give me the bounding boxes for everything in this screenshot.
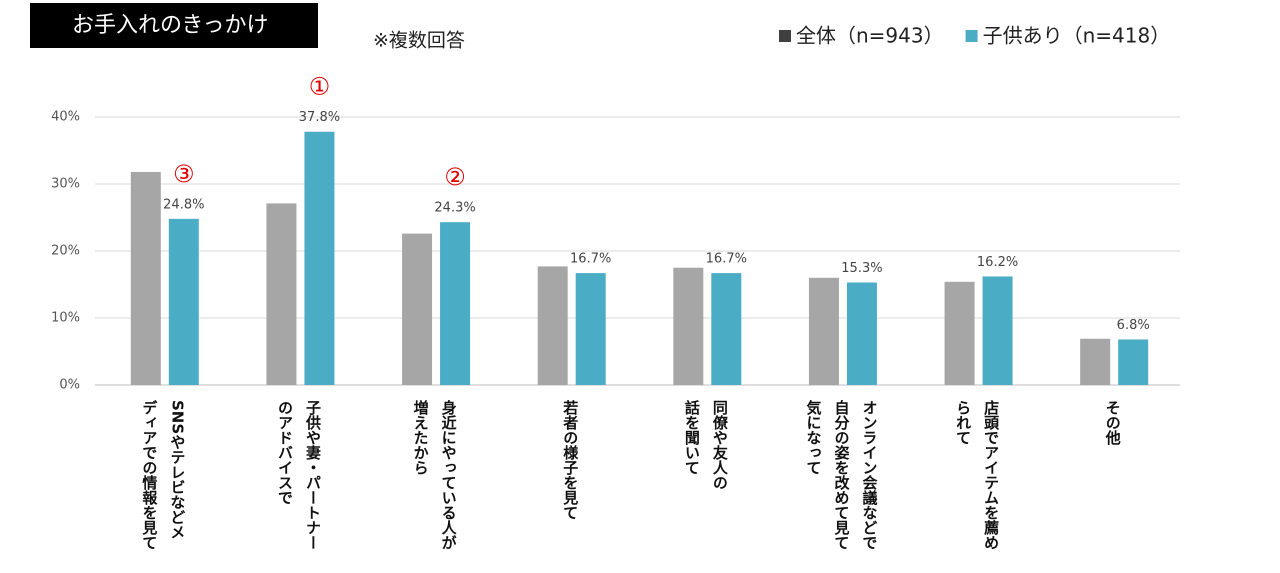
bar — [1118, 339, 1149, 385]
x-tick-label: 増えたから — [412, 399, 430, 475]
x-tick-label: 店頭でアイテムを薦め — [982, 399, 1000, 550]
bar — [982, 276, 1013, 385]
x-tick-label: 若者の様子を見て — [561, 399, 579, 520]
value-label: 37.8% — [299, 110, 340, 125]
bar — [1080, 338, 1111, 385]
y-tick-label: 10% — [51, 311, 80, 326]
bar — [944, 281, 975, 385]
x-tick-label: 身近にやっている人が — [440, 399, 458, 550]
title-box — [30, 3, 318, 48]
bar — [130, 171, 161, 385]
rank-annotation: ③ — [173, 160, 195, 188]
value-label: 24.3% — [434, 201, 475, 216]
value-label: 16.7% — [706, 252, 747, 267]
bar — [846, 282, 877, 385]
x-tick-label: ディアでの情報を見て — [140, 399, 158, 550]
legend-label: 子供あり（n=418） — [983, 24, 1171, 48]
x-tick-label: 気になって — [804, 399, 822, 475]
rank-annotation: ① — [309, 73, 331, 101]
x-tick-label: 話を聞いて — [683, 399, 701, 475]
bar — [537, 266, 568, 385]
y-tick-label: 30% — [51, 177, 80, 192]
bar — [266, 203, 297, 385]
bar — [808, 277, 839, 385]
x-tick-label: 自分の姿を改めて見て — [832, 399, 850, 550]
bar — [673, 267, 704, 385]
x-tick-label: オンライン会議などで — [860, 400, 878, 550]
value-label: 16.7% — [570, 252, 611, 267]
y-tick-label: 0% — [59, 378, 80, 393]
legend-label: 全体（n=943） — [796, 24, 944, 48]
x-tick-label: SNSやテレビなどメ — [168, 400, 186, 539]
rank-annotation: ② — [444, 163, 466, 191]
value-label: 16.2% — [977, 255, 1018, 270]
x-tick-label: 同僚や友人の — [711, 400, 729, 490]
bar — [304, 131, 335, 385]
x-tick-label: られて — [954, 400, 972, 445]
chart-title: お手入れのきっかけ — [72, 13, 268, 38]
x-tick-label: その他 — [1104, 400, 1122, 446]
bar — [575, 273, 606, 385]
value-label: 15.3% — [841, 261, 882, 276]
bar — [440, 222, 471, 385]
y-tick-label: 20% — [51, 244, 80, 259]
bar — [402, 233, 433, 385]
bar — [711, 273, 742, 385]
value-label: 6.8% — [1117, 318, 1150, 333]
legend-marker — [779, 30, 791, 42]
subtitle: ※複数回答 — [373, 30, 465, 52]
bar — [168, 218, 199, 385]
value-label: 24.8% — [163, 197, 204, 212]
legend-marker — [965, 30, 978, 42]
x-tick-label: のアドバイスで — [276, 400, 294, 505]
x-tick-label: 子供や妻・パートナー — [304, 400, 322, 550]
y-tick-label: 40% — [51, 110, 80, 125]
